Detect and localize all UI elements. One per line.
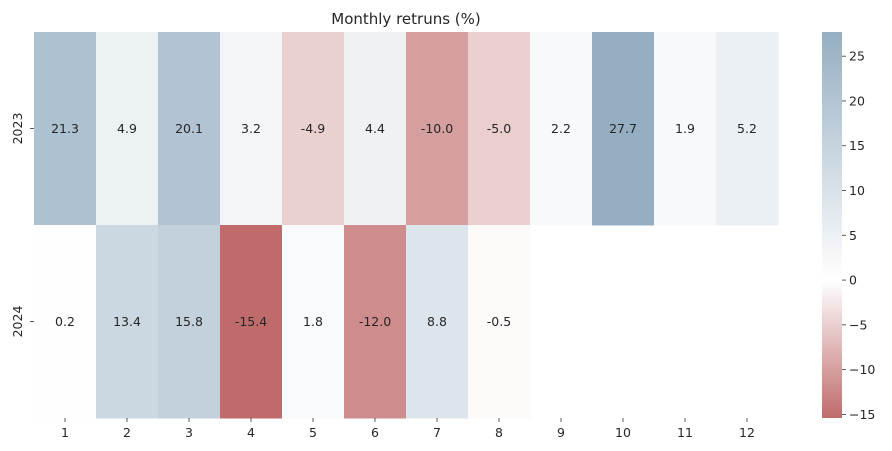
colorbar-tick-label: 10 bbox=[849, 183, 865, 198]
cell-value-label: 3.2 bbox=[241, 121, 261, 136]
x-tick-label: 6 bbox=[371, 425, 379, 440]
x-tick-label: 5 bbox=[309, 425, 317, 440]
colorbar-tick-label: 15 bbox=[849, 138, 865, 153]
heatmap-cell bbox=[530, 32, 593, 226]
x-tick-label: 1 bbox=[61, 425, 69, 440]
cell-value-label: 15.8 bbox=[175, 314, 203, 329]
cell-value-label: 5.2 bbox=[737, 121, 757, 136]
cell-value-label: 20.1 bbox=[175, 121, 203, 136]
cell-value-label: 4.4 bbox=[365, 121, 385, 136]
heatmap-cell bbox=[158, 225, 221, 419]
cell-value-label: 2.2 bbox=[551, 121, 571, 136]
colorbar-ticks: 25 20 15 10 5 0 −5 −10 −15 bbox=[842, 49, 875, 422]
x-tick-label: 4 bbox=[247, 425, 255, 440]
colorbar-tick-label: 25 bbox=[849, 49, 865, 64]
y-tick-label: 2023 bbox=[10, 113, 25, 145]
cell-value-label: -5.0 bbox=[487, 121, 511, 136]
heatmap-cell bbox=[468, 225, 531, 419]
cell-value-label: -10.0 bbox=[421, 121, 453, 136]
x-tick-label: 9 bbox=[557, 425, 565, 440]
x-tick-label: 8 bbox=[495, 425, 503, 440]
cell-value-label: 1.8 bbox=[303, 314, 323, 329]
x-tick-label: 3 bbox=[185, 425, 193, 440]
colorbar-tick-label: −10 bbox=[849, 362, 875, 377]
x-tick-label: 11 bbox=[677, 425, 693, 440]
cell-value-label: -12.0 bbox=[359, 314, 391, 329]
heatmap-cell bbox=[468, 32, 531, 226]
cell-value-label: 21.3 bbox=[51, 121, 79, 136]
y-tick-label: 2024 bbox=[10, 306, 25, 338]
heatmap-cell bbox=[654, 32, 717, 226]
cell-value-label: 27.7 bbox=[609, 121, 637, 136]
heatmap-cell bbox=[406, 32, 469, 226]
x-tick-label: 2 bbox=[123, 425, 131, 440]
heatmap-cell bbox=[592, 32, 655, 226]
x-tick-label: 10 bbox=[615, 425, 631, 440]
cell-value-label: -0.5 bbox=[487, 314, 511, 329]
x-axis: 1 2 3 4 5 6 7 8 9 10 11 12 bbox=[61, 418, 755, 440]
heatmap-cells: 21.3 4.9 20.1 3.2 -4.9 4.4 -10.0 -5.0 2.2 27.7 1.9… bbox=[34, 32, 779, 419]
colorbar-tick-label: 0 bbox=[849, 273, 857, 288]
cell-value-label: 1.9 bbox=[675, 121, 695, 136]
colorbar-tick-label: 5 bbox=[849, 228, 857, 243]
cell-value-label: 0.2 bbox=[55, 314, 75, 329]
cell-value-label: 8.8 bbox=[427, 314, 447, 329]
colorbar-tick-label: −15 bbox=[849, 407, 875, 422]
heatmap-cell bbox=[282, 225, 345, 419]
colorbar-tick-label: −5 bbox=[849, 317, 867, 332]
cell-value-label: -4.9 bbox=[301, 121, 325, 136]
heatmap-cell bbox=[158, 32, 221, 226]
heatmap-cell bbox=[716, 32, 779, 226]
heatmap-cell bbox=[344, 225, 407, 419]
x-tick-label: 12 bbox=[739, 425, 755, 440]
heatmap-cell bbox=[220, 32, 283, 226]
heatmap-cell bbox=[282, 32, 345, 226]
heatmap-cell bbox=[96, 225, 159, 419]
heatmap-cell bbox=[96, 32, 159, 226]
chart-title: Monthly retruns (%) bbox=[331, 10, 481, 28]
cell-value-label: -15.4 bbox=[235, 314, 267, 329]
colorbar-tick-label: 20 bbox=[849, 93, 865, 108]
cell-value-label: 13.4 bbox=[113, 314, 141, 329]
heatmap-cell bbox=[34, 225, 97, 419]
heatmap-cell bbox=[406, 225, 469, 419]
heatmap-cell bbox=[220, 225, 283, 419]
y-axis: 2023 2024 bbox=[10, 113, 34, 338]
x-tick-label: 7 bbox=[433, 425, 441, 440]
colorbar bbox=[822, 32, 842, 418]
heatmap-cell bbox=[344, 32, 407, 226]
cell-value-label: 4.9 bbox=[117, 121, 137, 136]
heatmap-cell bbox=[34, 32, 97, 226]
